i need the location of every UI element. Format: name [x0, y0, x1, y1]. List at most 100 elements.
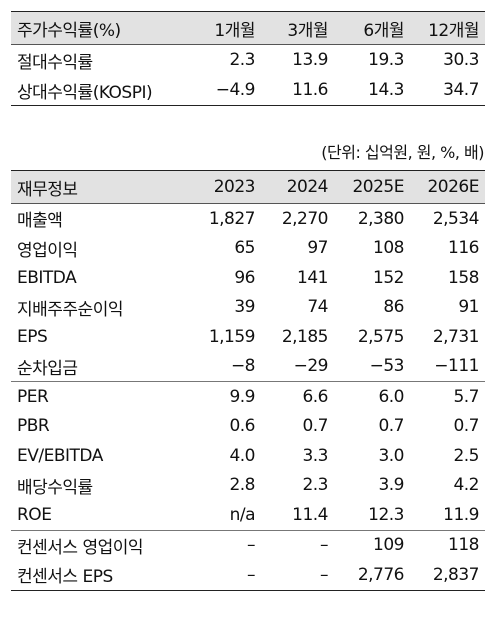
cell-value: 118 [410, 529, 485, 560]
cell-value: 2.5 [453, 445, 479, 466]
cell-value: 91 [458, 297, 479, 318]
cell-value: 0.6 [229, 416, 255, 437]
table-row: EBITDA 96 141 152 158 [11, 263, 485, 293]
cell-value: 0.7 [378, 416, 404, 437]
cell-value: – [247, 564, 256, 585]
header-2025e: 2025E [334, 170, 410, 204]
financial-header-row: 재무정보 2023 2024 2025E 2026E [11, 170, 485, 204]
cell-value: 2,575 [357, 326, 405, 347]
cell-value: 74 [307, 297, 328, 318]
cell-value: 2.8 [229, 475, 255, 496]
table-row: 절대수익률 2.3 13.9 19.3 30.3 [11, 45, 485, 76]
cell-value: 30.3 [443, 50, 479, 70]
cell-value: 0.7 [453, 416, 479, 437]
cell-value: 13.9 [292, 50, 328, 70]
cell-value: 34.7 [443, 80, 479, 100]
cell-value: 109 [334, 529, 410, 560]
header-2024: 2024 [261, 170, 334, 204]
cell-value: 2,731 [432, 326, 480, 347]
row-label: 상대수익률(KOSPI) [17, 82, 153, 103]
row-label: ROE [17, 504, 52, 525]
unit-note: (단위: 십억원, 원, %, 배) [321, 143, 484, 162]
cell-value: −8 [230, 356, 256, 377]
cell-value: 2,185 [281, 326, 329, 347]
cell-value: 65 [234, 238, 255, 259]
cell-value: 108 [373, 238, 404, 259]
table-row: ROE n/a 11.4 12.3 11.9 [11, 500, 485, 530]
table-row: 배당수익률 2.8 2.3 3.9 4.2 [11, 471, 485, 501]
table-row: PER 9.9 6.6 6.0 5.7 [11, 381, 485, 412]
table-row: EV/EBITDA 4.0 3.3 3.0 2.5 [11, 441, 485, 471]
financial-header-title: 재무정보 [11, 170, 181, 204]
row-label: 순차입금 [17, 358, 78, 379]
table-row: 지배주주순이익 39 74 86 91 [11, 293, 485, 323]
row-label: 컨센서스 EPS [17, 567, 113, 588]
table-row: 순차입금 −8 −29 −53 −111 [11, 352, 485, 382]
table-row: EPS 1,159 2,185 2,575 2,731 [11, 322, 485, 352]
cell-value: 11.4 [292, 504, 328, 525]
table-row: 영업이익 65 97 108 116 [11, 234, 485, 264]
row-label: 컨센서스 영업이익 [11, 529, 181, 560]
cell-value: 2,270 [281, 208, 329, 229]
cell-value: – [261, 529, 334, 560]
stock-return-header-row: 주가수익률(%) 1개월 3개월 6개월 12개월 [11, 11, 485, 45]
stock-return-table: 주가수익률(%) 1개월 3개월 6개월 12개월 절대수익률 2.3 13.9… [11, 11, 485, 106]
cell-value: −111 [434, 356, 479, 377]
cell-value: 11.9 [443, 504, 479, 525]
cell-value: 2.3 [229, 50, 255, 70]
header-2026e: 2026E [410, 170, 485, 204]
cell-value: −4.9 [215, 80, 256, 100]
row-label: 배당수익률 [17, 477, 93, 498]
cell-value: 39 [234, 297, 255, 318]
cell-value: 2,380 [357, 208, 405, 229]
row-label: EPS [17, 326, 48, 347]
cell-value: −53 [369, 356, 405, 377]
cell-value: 2.3 [302, 475, 328, 496]
table-row: 컨센서스 영업이익 – –109 118 [11, 529, 485, 560]
cell-value: 9.9 [181, 381, 261, 412]
cell-value: 11.6 [292, 80, 328, 100]
row-label: PER [11, 381, 181, 412]
cell-value: 3.0 [378, 445, 404, 466]
cell-value: 4.2 [453, 475, 479, 496]
financial-table: 재무정보 2023 2024 2025E 2026E 매출액 1,827 2,270… [11, 170, 485, 591]
table-row: PBR 0.6 0.7 0.7 0.7 [11, 412, 485, 442]
cell-value: 4.0 [229, 445, 255, 466]
cell-value: 3.3 [302, 445, 328, 466]
cell-value: 12.3 [368, 504, 404, 525]
stock-return-header-title: 주가수익률(%) [11, 11, 181, 45]
cell-value: 97 [307, 238, 328, 259]
cell-value: – [181, 529, 261, 560]
row-label: 지배주주순이익 [17, 299, 123, 320]
table-row: 컨센서스 EPS – – 2,776 2,837 [11, 560, 485, 590]
cell-value: 1,827 [208, 208, 256, 229]
cell-value: −29 [293, 356, 329, 377]
row-label: EV/EBITDA [17, 445, 103, 466]
row-label: PBR [17, 416, 50, 437]
cell-value: 2,837 [432, 564, 480, 585]
cell-value: 6.6 [261, 381, 334, 412]
cell-value: 152 [373, 267, 404, 288]
header-2023: 2023 [181, 170, 261, 204]
cell-value: 2,534 [432, 208, 480, 229]
cell-value: 1,159 [208, 326, 256, 347]
cell-value: 5.7 [410, 381, 485, 412]
cell-value: 116 [448, 238, 479, 259]
header-12m: 12개월 [410, 11, 485, 45]
row-label: 영업이익 [17, 240, 78, 261]
row-label: 매출액 [17, 211, 63, 232]
cell-value: 3.9 [378, 475, 404, 496]
row-label: EBITDA [17, 267, 77, 288]
cell-value: 96 [234, 267, 255, 288]
header-3m: 3개월 [261, 11, 334, 45]
cell-value: – [320, 564, 329, 585]
table-row: 상대수익률(KOSPI) −4.9 11.6 14.3 34.7 [11, 75, 485, 106]
cell-value: 141 [297, 267, 328, 288]
header-1m: 1개월 [181, 11, 261, 45]
cell-value: n/a [229, 504, 256, 525]
cell-value: 14.3 [368, 80, 404, 100]
cell-value: 158 [448, 267, 479, 288]
cell-value: 2,776 [357, 564, 405, 585]
header-6m: 6개월 [334, 11, 410, 45]
cell-value: 6.0 [334, 381, 410, 412]
